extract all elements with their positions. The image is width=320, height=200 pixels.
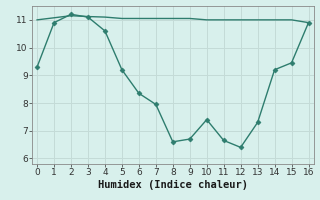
X-axis label: Humidex (Indice chaleur): Humidex (Indice chaleur)	[98, 180, 248, 190]
